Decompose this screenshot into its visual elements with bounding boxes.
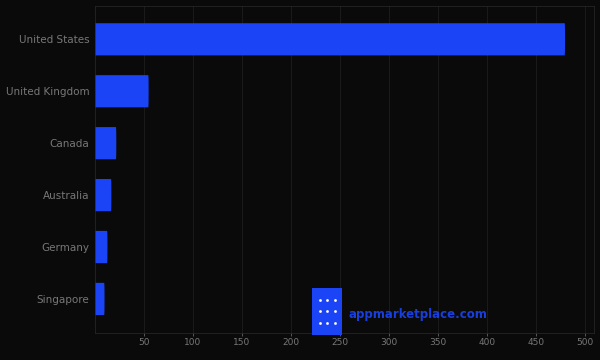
FancyBboxPatch shape [95, 231, 107, 263]
FancyBboxPatch shape [95, 23, 565, 55]
FancyBboxPatch shape [95, 75, 149, 107]
FancyBboxPatch shape [95, 179, 112, 211]
FancyBboxPatch shape [95, 283, 104, 315]
Text: appmarketplace.com: appmarketplace.com [348, 308, 487, 321]
FancyBboxPatch shape [312, 288, 342, 335]
FancyBboxPatch shape [95, 127, 116, 159]
